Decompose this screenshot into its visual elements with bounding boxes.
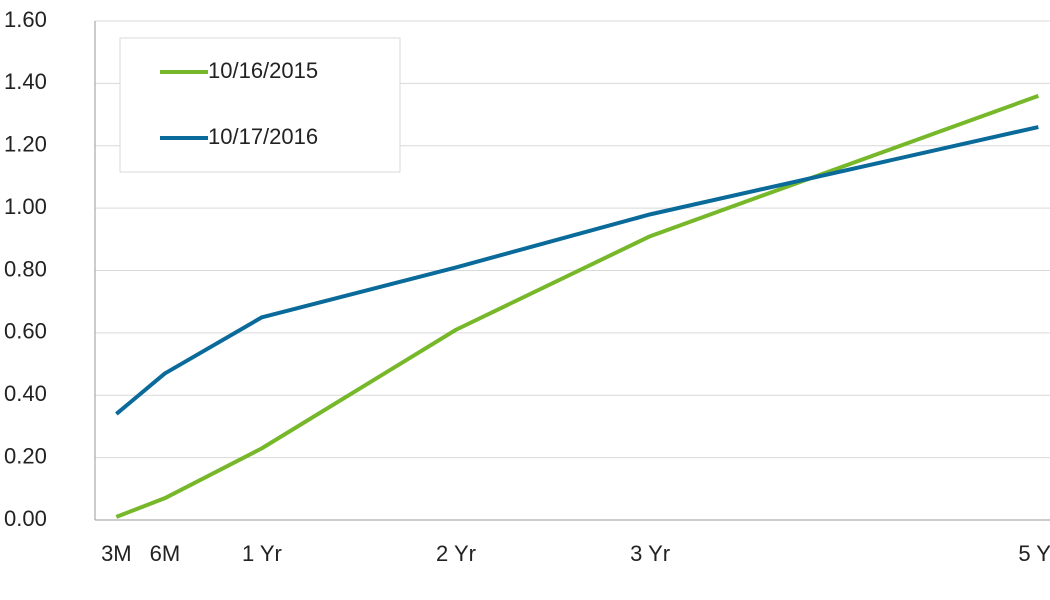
legend-box [119, 37, 401, 173]
y-tick-label: 1.60 [4, 7, 47, 32]
series-line [115, 125, 1039, 416]
x-tick-label: 6M [149, 541, 181, 566]
legend-label: 10/17/2016 [208, 124, 318, 149]
y-tick-label: 0.60 [4, 319, 47, 344]
y-tick-label: 1.40 [4, 69, 47, 94]
y-tick-label: 0.00 [4, 506, 47, 531]
y-tick-label: 0.20 [4, 443, 47, 468]
y-tick-label: 0.40 [4, 381, 47, 406]
x-tick-label: 5 Yr [1018, 541, 1050, 566]
series-line [115, 93, 1040, 519]
y-tick-label: 1.00 [4, 194, 47, 219]
legend-label: 10/16/2015 [208, 58, 318, 83]
x-tick-label: 1 Yr [241, 541, 282, 566]
x-tick-label: 3 Yr [630, 541, 671, 566]
x-tick-label: 3M [101, 541, 132, 566]
y-tick-label: 1.20 [4, 132, 47, 157]
y-tick-label: 0.80 [4, 256, 47, 281]
x-tick-label: 2 Yr [436, 541, 476, 566]
